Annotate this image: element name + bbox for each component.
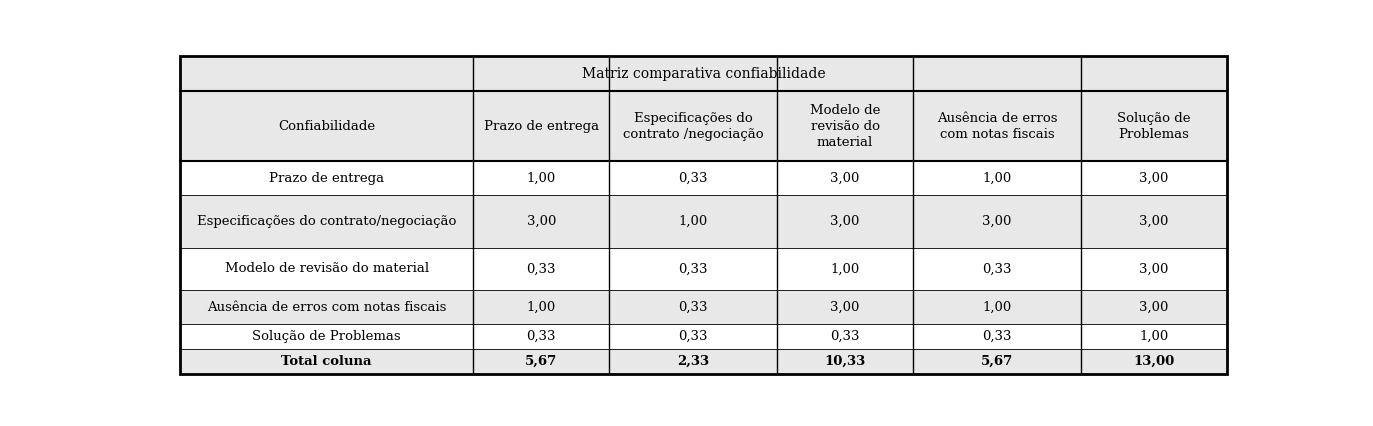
Bar: [610, 195, 777, 248]
Bar: [610, 91, 777, 161]
Bar: [180, 290, 474, 324]
Bar: [474, 324, 610, 349]
Text: 3,00: 3,00: [982, 215, 1012, 228]
Text: 2,33: 2,33: [677, 355, 710, 368]
Text: 1,00: 1,00: [982, 301, 1012, 314]
Bar: [913, 349, 1081, 374]
Bar: [610, 248, 777, 290]
Bar: [1081, 91, 1227, 161]
Text: 0,33: 0,33: [678, 301, 708, 314]
Text: Especificações do contrato/negociação: Especificações do contrato/negociação: [198, 215, 456, 228]
Text: 3,00: 3,00: [831, 301, 859, 314]
Text: 3,00: 3,00: [1140, 262, 1168, 276]
Bar: [474, 290, 610, 324]
Bar: [777, 248, 913, 290]
Text: 0,33: 0,33: [678, 172, 708, 184]
Text: Solução de Problemas: Solução de Problemas: [253, 330, 401, 343]
Text: 13,00: 13,00: [1133, 355, 1174, 368]
Bar: [610, 290, 777, 324]
Text: 1,00: 1,00: [527, 301, 556, 314]
Text: 0,33: 0,33: [678, 330, 708, 343]
Bar: [474, 161, 610, 195]
Bar: [180, 161, 474, 195]
Bar: [1081, 248, 1227, 290]
Bar: [913, 91, 1081, 161]
Bar: [180, 349, 474, 374]
Bar: [474, 248, 610, 290]
Bar: [1081, 161, 1227, 195]
Bar: [913, 290, 1081, 324]
Text: 0,33: 0,33: [678, 262, 708, 276]
Text: 3,00: 3,00: [1140, 172, 1168, 184]
Text: Prazo de entrega: Prazo de entrega: [483, 120, 599, 132]
Text: 0,33: 0,33: [982, 330, 1012, 343]
Text: 1,00: 1,00: [678, 215, 708, 228]
Bar: [180, 324, 474, 349]
Text: 0,33: 0,33: [831, 330, 859, 343]
Bar: [474, 91, 610, 161]
Text: 0,33: 0,33: [527, 262, 556, 276]
Bar: [1081, 195, 1227, 248]
Bar: [913, 324, 1081, 349]
Text: 1,00: 1,00: [527, 172, 556, 184]
Bar: [913, 195, 1081, 248]
Text: Prazo de entrega: Prazo de entrega: [269, 172, 384, 184]
Text: Especificações do
contrato /negociação: Especificações do contrato /negociação: [623, 112, 763, 141]
Bar: [474, 349, 610, 374]
Text: Ausência de erros
com notas fiscais: Ausência de erros com notas fiscais: [936, 112, 1057, 141]
Text: 0,33: 0,33: [982, 262, 1012, 276]
Bar: [610, 349, 777, 374]
Bar: [777, 324, 913, 349]
Text: 1,00: 1,00: [831, 262, 859, 276]
Bar: [777, 290, 913, 324]
Bar: [1081, 324, 1227, 349]
Bar: [1081, 349, 1227, 374]
Bar: [777, 349, 913, 374]
Bar: [474, 195, 610, 248]
Text: 1,00: 1,00: [982, 172, 1012, 184]
Bar: [913, 161, 1081, 195]
Bar: [1081, 290, 1227, 324]
Text: 10,33: 10,33: [824, 355, 865, 368]
Text: Solução de
Problemas: Solução de Problemas: [1118, 112, 1190, 141]
Bar: [777, 161, 913, 195]
Text: Modelo de
revisão do
material: Modelo de revisão do material: [810, 104, 880, 149]
Bar: [913, 248, 1081, 290]
Bar: [610, 161, 777, 195]
Bar: [180, 195, 474, 248]
Bar: [180, 91, 474, 161]
Bar: [180, 248, 474, 290]
Bar: [777, 91, 913, 161]
Text: 0,33: 0,33: [527, 330, 556, 343]
Text: 3,00: 3,00: [527, 215, 556, 228]
Bar: [180, 56, 1227, 91]
Text: 1,00: 1,00: [1140, 330, 1168, 343]
Text: 3,00: 3,00: [831, 215, 859, 228]
Bar: [777, 195, 913, 248]
Bar: [610, 324, 777, 349]
Text: 3,00: 3,00: [1140, 301, 1168, 314]
Text: 5,67: 5,67: [980, 355, 1013, 368]
Text: Confiabilidade: Confiabilidade: [279, 120, 375, 132]
Text: 5,67: 5,67: [526, 355, 557, 368]
Text: 3,00: 3,00: [831, 172, 859, 184]
Text: Total coluna: Total coluna: [281, 355, 372, 368]
Text: Ausência de erros com notas fiscais: Ausência de erros com notas fiscais: [207, 301, 446, 314]
Text: Modelo de revisão do material: Modelo de revisão do material: [225, 262, 428, 276]
Text: 3,00: 3,00: [1140, 215, 1168, 228]
Text: Matriz comparativa confiabilidade: Matriz comparativa confiabilidade: [582, 66, 825, 81]
